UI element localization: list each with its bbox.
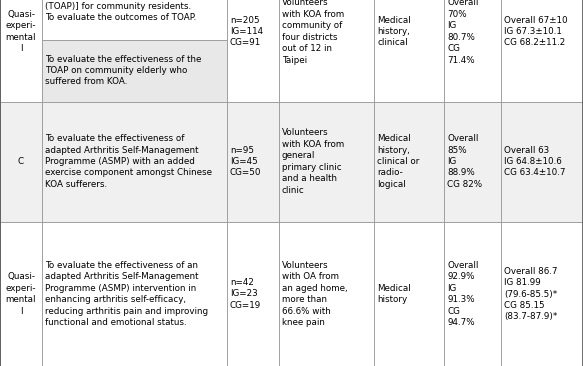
Bar xyxy=(42,40,227,101)
Bar xyxy=(279,101,374,221)
Bar xyxy=(374,101,444,221)
Text: Overall
92.9%
IG
91.3%
CG
94.7%: Overall 92.9% IG 91.3% CG 94.7% xyxy=(447,261,479,327)
Bar xyxy=(227,221,279,366)
Bar xyxy=(501,221,583,366)
Bar xyxy=(279,221,374,366)
Text: Volunteers
with KOA from
general
primary clinic
and a health
clinic: Volunteers with KOA from general primary… xyxy=(282,128,344,195)
Text: To evaluate the effectiveness of the
TOAP on community elderly who
suffered from: To evaluate the effectiveness of the TOA… xyxy=(45,55,201,86)
Text: Volunteers
with OA from
an aged home,
more than
66.6% with
knee pain: Volunteers with OA from an aged home, mo… xyxy=(282,261,347,327)
Text: Overall 86.7
IG 81.99
(79.6-85.5)*
CG 85.15
(83.7-87.9)*: Overall 86.7 IG 81.99 (79.6-85.5)* CG 85… xyxy=(504,266,557,321)
Bar xyxy=(0,221,42,366)
Bar xyxy=(374,221,444,366)
Text: Overall
70%
IG
80.7%
CG
71.4%: Overall 70% IG 80.7% CG 71.4% xyxy=(447,0,479,65)
Bar xyxy=(227,101,279,221)
Text: Medical
history,
clinical: Medical history, clinical xyxy=(377,15,411,48)
Bar xyxy=(42,101,227,221)
Text: n=95
IG=45
CG=50: n=95 IG=45 CG=50 xyxy=(230,146,262,178)
Bar xyxy=(227,0,279,101)
Bar xyxy=(444,101,501,221)
Text: Overall 67±10
IG 67.3±10.1
CG 68.2±11.2: Overall 67±10 IG 67.3±10.1 CG 68.2±11.2 xyxy=(504,15,568,48)
Text: n=205
IG=114
CG=91: n=205 IG=114 CG=91 xyxy=(230,15,263,48)
Bar xyxy=(444,0,501,101)
Text: To evaluate the effectiveness of an
adapted Arthritis Self-Management
Programme : To evaluate the effectiveness of an adap… xyxy=(45,261,208,327)
Bar xyxy=(42,0,227,40)
Text: Medical
history: Medical history xyxy=(377,284,411,304)
Text: n=42
IG=23
CG=19: n=42 IG=23 CG=19 xyxy=(230,278,261,310)
Text: To evaluate the effectiveness of
adapted Arthritis Self-Management
Programme (AS: To evaluate the effectiveness of adapted… xyxy=(45,134,212,189)
Text: To develop a self-management
[Taipei Osteoarthritis Programme
(TOAP)] for commun: To develop a self-management [Taipei Ost… xyxy=(45,0,196,22)
Text: Quasi-
experi-
mental
I: Quasi- experi- mental I xyxy=(6,10,36,53)
Bar xyxy=(0,101,42,221)
Bar xyxy=(279,0,374,101)
Text: Volunteers
with KOA from
community of
four districts
out of 12 in
Taipei: Volunteers with KOA from community of fo… xyxy=(282,0,344,65)
Bar xyxy=(501,101,583,221)
Text: Medical
history,
clinical or
radio-
logical: Medical history, clinical or radio- logi… xyxy=(377,134,419,189)
Text: Quasi-
experi-
mental
I: Quasi- experi- mental I xyxy=(6,272,36,315)
Bar xyxy=(444,221,501,366)
Bar xyxy=(0,0,42,101)
Bar xyxy=(42,221,227,366)
Text: C: C xyxy=(18,157,24,166)
Bar xyxy=(374,0,444,101)
Bar xyxy=(501,0,583,101)
Text: Overall
85%
IG
88.9%
CG 82%: Overall 85% IG 88.9% CG 82% xyxy=(447,134,482,189)
Text: Overall 63
IG 64.8±10.6
CG 63.4±10.7: Overall 63 IG 64.8±10.6 CG 63.4±10.7 xyxy=(504,146,566,178)
